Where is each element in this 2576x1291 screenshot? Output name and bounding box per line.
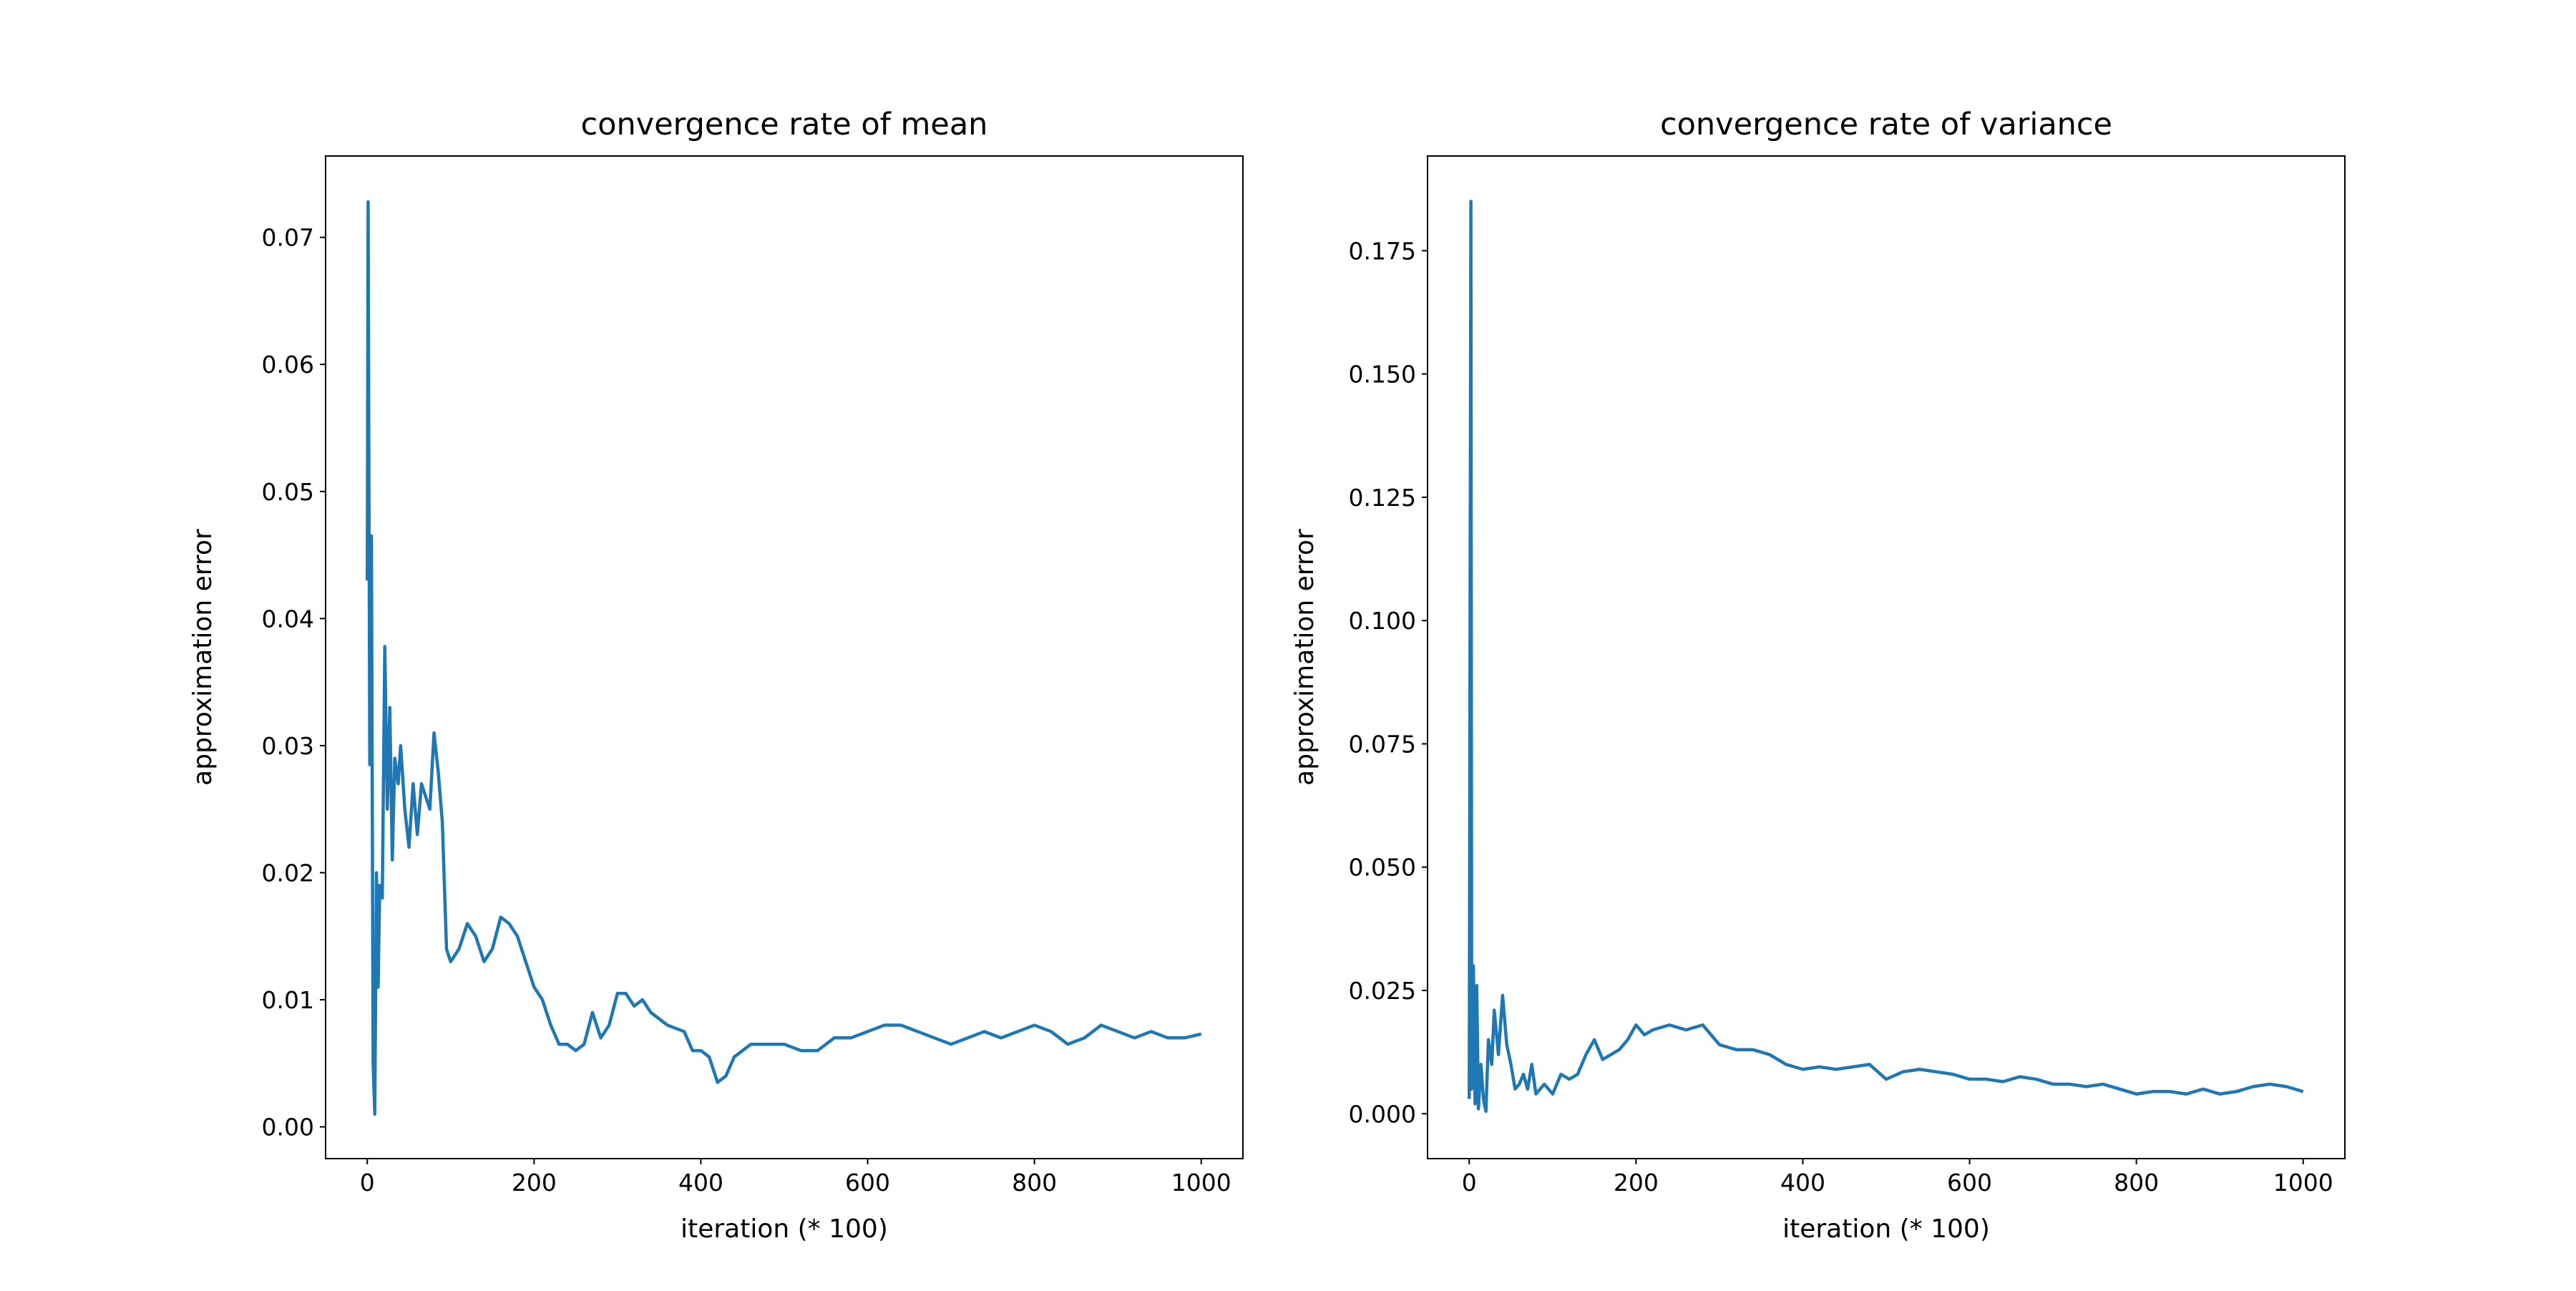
y-tick-label: 0.175: [1349, 237, 1416, 265]
chart-title: convergence rate of variance: [1660, 107, 2112, 142]
data-line: [366, 200, 1202, 1116]
y-tick-label: 0.100: [1349, 607, 1416, 635]
y-tick-label: 0.075: [1349, 730, 1416, 758]
x-tick-label: 400: [1780, 1169, 1825, 1197]
y-tick-label: 0.05: [262, 478, 314, 506]
y-tick-label: 0.02: [262, 859, 314, 887]
x-tick-label: 200: [1614, 1169, 1659, 1197]
y-tick-label: 0.125: [1349, 484, 1416, 512]
x-tick-label: 800: [2114, 1169, 2159, 1197]
x-tick-label: 200: [512, 1169, 557, 1197]
x-tick-label: 1000: [1171, 1169, 1231, 1197]
y-tick-label: 0.00: [262, 1114, 314, 1141]
x-tick-label: 400: [678, 1169, 723, 1197]
x-tick-label: 1000: [2273, 1169, 2333, 1197]
y-tick-label: 0.025: [1349, 977, 1416, 1005]
x-axis-label: iteration (* 100): [1782, 1214, 1990, 1244]
x-axis-label: iteration (* 100): [680, 1214, 888, 1244]
x-tick-label: 600: [1947, 1169, 1992, 1197]
y-axis-label: approximation error: [1290, 529, 1319, 786]
y-tick-label: 0.03: [262, 732, 314, 760]
chart-title: convergence rate of mean: [581, 107, 988, 142]
y-tick-label: 0.04: [262, 605, 314, 633]
y-axis-label: approximation error: [188, 529, 218, 786]
x-tick-label: 600: [845, 1169, 890, 1197]
y-tick-label: 0.150: [1349, 361, 1416, 389]
y-tick-label: 0.01: [262, 986, 314, 1014]
y-tick-label: 0.000: [1349, 1100, 1416, 1128]
y-tick-label: 0.050: [1349, 854, 1416, 882]
axes-frame: [1427, 155, 2346, 1159]
y-tick-label: 0.06: [262, 351, 314, 379]
x-tick-label: 0: [1462, 1169, 1477, 1197]
data-line: [1468, 200, 2304, 1114]
y-tick-label: 0.07: [262, 224, 314, 252]
x-tick-label: 0: [360, 1169, 375, 1197]
x-tick-label: 800: [1012, 1169, 1057, 1197]
axes-frame: [325, 155, 1244, 1159]
